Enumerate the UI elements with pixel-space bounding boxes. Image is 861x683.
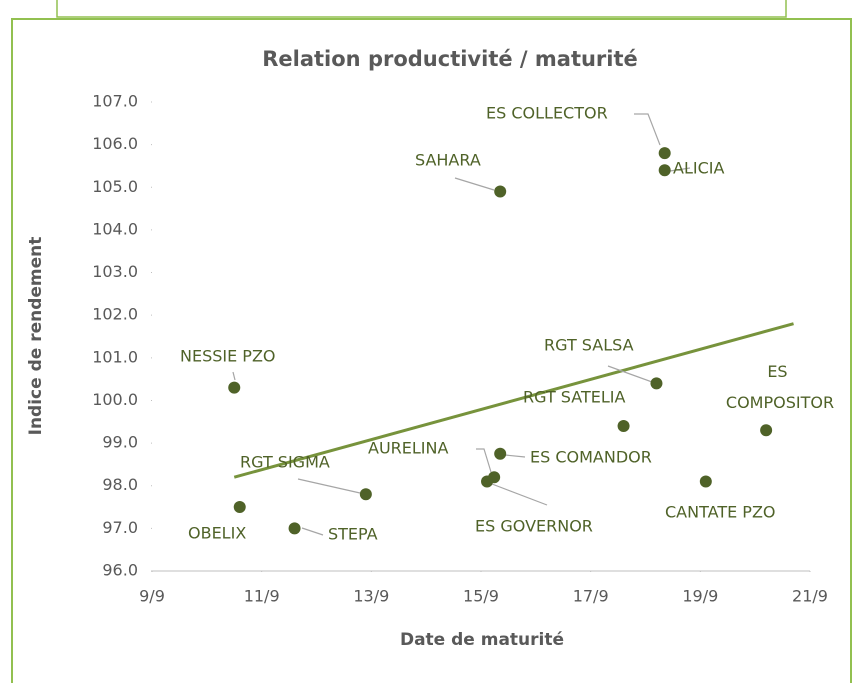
y-tick-label: 99.0 <box>102 433 138 452</box>
point <box>699 475 712 488</box>
chart-title: Relation productivité / maturité <box>262 47 638 71</box>
x-tick-label: 13/9 <box>353 587 389 606</box>
point <box>233 501 246 514</box>
point-label: ALICIA <box>673 159 724 178</box>
point-label: RGT SALSA <box>544 336 634 355</box>
leader-line <box>491 483 548 506</box>
point-label: ES GOVERNOR <box>475 517 593 536</box>
trendline <box>233 322 794 479</box>
point <box>481 475 494 488</box>
point <box>494 185 507 198</box>
x-axis-title: Date de maturité <box>400 630 564 650</box>
y-tick-label: 102.0 <box>92 305 138 324</box>
x-tick-label: 11/9 <box>244 587 280 606</box>
leader-line <box>476 448 492 473</box>
point-label: STEPA <box>328 525 378 544</box>
y-tick-label: 103.0 <box>92 262 138 281</box>
y-tick-label: 104.0 <box>92 219 138 238</box>
point <box>658 164 671 177</box>
y-tick-label: 96.0 <box>102 561 138 580</box>
x-tick-label: 19/9 <box>682 587 718 606</box>
x-tick-label: 21/9 <box>792 587 828 606</box>
point <box>658 147 671 160</box>
point-label: ES COMANDOR <box>530 448 652 467</box>
y-axis-title: Indice de rendement <box>26 237 46 436</box>
point-label: OBELIX <box>188 524 246 543</box>
y-tick-label: 106.0 <box>92 134 138 153</box>
point-label: RGT SATELIA <box>523 388 625 407</box>
point <box>228 381 241 394</box>
chart-frame <box>11 18 852 683</box>
y-tick-label: 105.0 <box>92 177 138 196</box>
point <box>617 420 630 433</box>
point-label: SAHARA <box>415 151 481 170</box>
y-tick-label: 100.0 <box>92 390 138 409</box>
point <box>359 488 372 501</box>
point-label: AURELINA <box>368 439 448 458</box>
point-label: NESSIE PZO <box>180 347 276 366</box>
point-label: RGT SIGMA <box>240 453 330 472</box>
y-tick-label: 107.0 <box>92 92 138 111</box>
top-box <box>56 0 787 18</box>
leader-line <box>301 527 324 536</box>
point-label: ES COMPOSITOR <box>726 362 834 412</box>
leader-line <box>454 177 495 191</box>
y-tick-label: 101.0 <box>92 347 138 366</box>
point <box>760 424 773 437</box>
point-label: ES COLLECTOR <box>486 104 608 123</box>
leader-line <box>297 478 361 494</box>
y-tick-label: 98.0 <box>102 475 138 494</box>
leader-line <box>607 365 653 383</box>
point <box>288 522 301 535</box>
point-label: CANTATE PZO <box>665 503 776 522</box>
point <box>494 447 507 460</box>
leader-line <box>669 167 691 172</box>
leader-line <box>634 113 661 146</box>
leader-line <box>232 371 236 381</box>
x-tick-label: 17/9 <box>573 587 609 606</box>
point <box>650 377 663 390</box>
y-tick-label: 97.0 <box>102 518 138 537</box>
x-tick-label: 9/9 <box>139 587 165 606</box>
leader-line <box>504 454 526 458</box>
x-tick-label: 15/9 <box>463 587 499 606</box>
